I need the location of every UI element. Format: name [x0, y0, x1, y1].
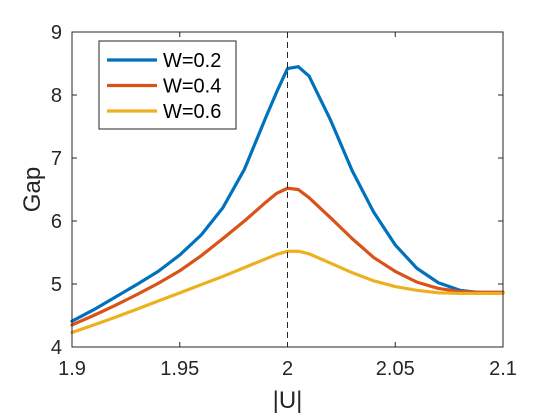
y-tick-label: 4 — [51, 337, 62, 359]
legend: W=0.2 W=0.4 W=0.6 — [98, 40, 237, 130]
y-tick-label: 9 — [51, 22, 62, 44]
series-line-2 — [70, 186, 505, 327]
x-tick-label: 2 — [282, 358, 293, 380]
legend-label-1: W=0.2 — [163, 50, 221, 72]
y-tick-label: 5 — [51, 274, 62, 296]
series-line-1 — [70, 65, 505, 323]
series-line-3 — [70, 249, 505, 335]
x-tick-label: 2.05 — [376, 358, 415, 380]
x-tick-label: 1.9 — [58, 358, 86, 380]
y-tick-label: 6 — [51, 211, 62, 233]
x-axis-label: |U| — [273, 387, 303, 414]
x-tick-label: 2.1 — [489, 358, 517, 380]
legend-label-3: W=0.6 — [163, 101, 221, 123]
legend-label-2: W=0.4 — [163, 76, 221, 98]
plot-area — [70, 32, 505, 347]
x-tick-label: 1.95 — [160, 358, 199, 380]
y-tick-label: 8 — [51, 85, 62, 107]
tick-labels: 1.9 1.95 2 2.05 2.1 4 5 6 7 8 9 — [51, 22, 517, 380]
y-tick-label: 7 — [51, 148, 62, 170]
axes — [71, 31, 504, 348]
y-axis-label: Gap — [19, 167, 46, 212]
